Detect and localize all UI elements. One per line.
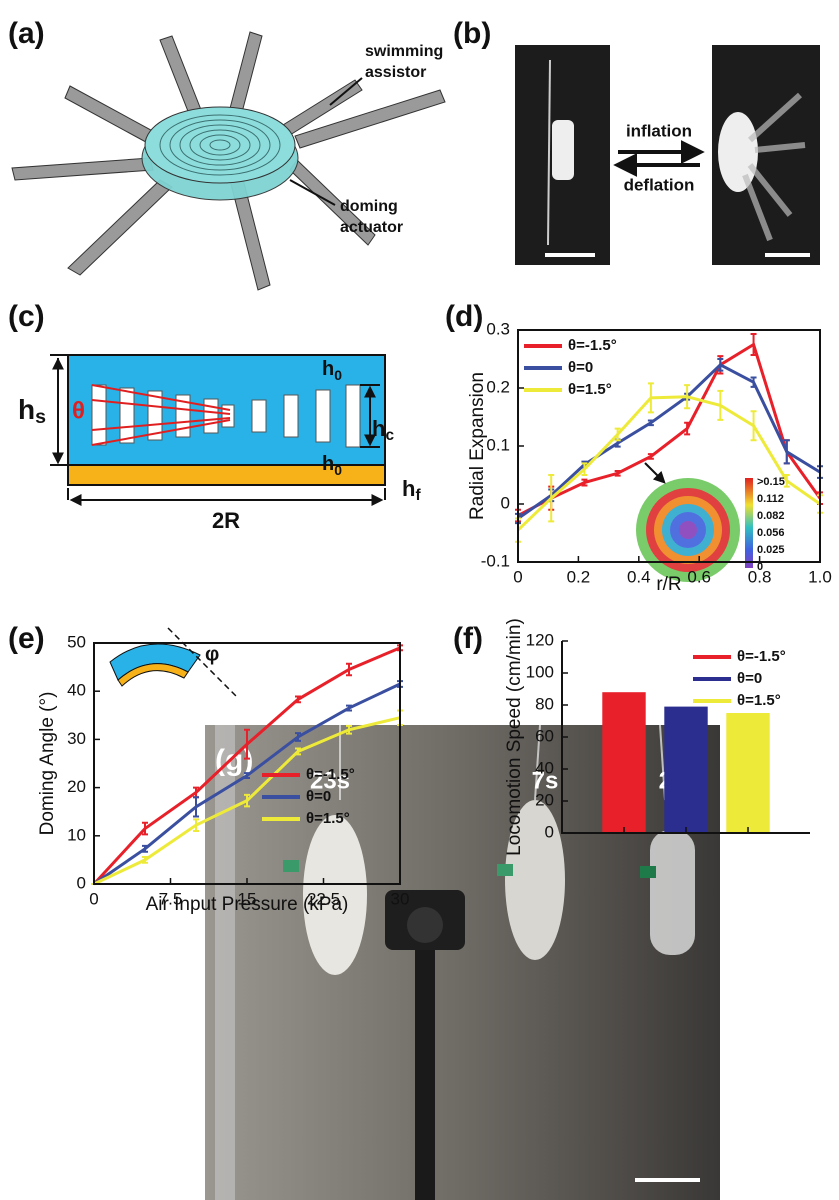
x-tick-label: 0.4: [627, 567, 651, 586]
colorbar-label: 0.082: [757, 510, 785, 522]
width-label: 2R: [212, 508, 240, 533]
arrow-label: deflation: [624, 175, 695, 194]
legend-label: θ=1.5°: [568, 381, 612, 398]
y-tick-label: 0.3: [486, 319, 510, 338]
colorbar-label: >0.15: [757, 476, 785, 488]
colorbar-label: 0.025: [757, 544, 785, 556]
y-tick-label: 80: [535, 694, 554, 713]
x-tick-label: 0.6: [687, 567, 711, 586]
subscript: f: [415, 487, 421, 504]
subscript: c: [385, 427, 394, 444]
subscript: s: [35, 406, 46, 428]
panel-label: (e): [8, 622, 45, 655]
y-axis-label: Radial Expansion: [467, 372, 488, 520]
x-tick-label: 0.2: [567, 567, 591, 586]
colorbar-label: 0.112: [757, 493, 784, 505]
x-axis-label: Air Input Pressure (kPa): [146, 894, 349, 915]
dimension-label: hs: [18, 394, 46, 428]
panel-label: (d): [445, 300, 483, 333]
dimension-label: hc: [372, 416, 394, 444]
legend-label: θ=-1.5°: [737, 648, 786, 665]
y-tick-label: 20: [67, 777, 86, 796]
dimension-label: hf: [402, 476, 421, 504]
strain-inset: [636, 463, 753, 582]
legend-label: θ=0: [306, 788, 331, 805]
x-tick-label: 0: [89, 889, 98, 908]
legend-label: θ=-1.5°: [568, 337, 617, 354]
y-tick-label: 0.2: [486, 377, 510, 396]
callout: swimming: [365, 43, 443, 60]
bar: [726, 713, 769, 833]
panel-label: (a): [8, 17, 45, 50]
x-axis-label: r/R: [656, 574, 681, 595]
panel-label: (f): [453, 622, 483, 655]
panel-label: (c): [8, 300, 45, 333]
symbol: h: [402, 476, 415, 501]
symbol: h: [322, 453, 334, 475]
callout: actuator: [340, 219, 403, 236]
callout: doming: [340, 198, 398, 215]
colorbar-label: 0: [757, 561, 763, 573]
y-tick-label: 40: [535, 758, 554, 777]
legend-label: θ=1.5°: [737, 692, 781, 709]
symbol: h: [322, 358, 334, 380]
subscript: 0: [334, 367, 342, 383]
arrow-label: inflation: [626, 121, 692, 140]
y-tick-label: 50: [67, 632, 86, 651]
y-tick-label: -0.1: [481, 551, 510, 570]
figure: (a)(b)(c)(d)(e)(f)(g)swimmingassistordom…: [0, 0, 839, 1200]
callout: assistor: [365, 64, 426, 81]
symbol: h: [18, 394, 35, 425]
legend-label: θ=0: [568, 359, 593, 376]
angle-label: θ: [72, 397, 85, 424]
y-tick-label: 120: [526, 630, 554, 649]
y-tick-label: 10: [67, 825, 86, 844]
y-tick-label: 100: [526, 662, 554, 681]
y-tick-label: 0: [501, 493, 510, 512]
inset-label: φ: [205, 643, 219, 665]
y-tick-label: 0.1: [486, 435, 510, 454]
legend-label: θ=0: [737, 670, 762, 687]
colorbar-label: 0.056: [757, 527, 785, 539]
x-tick-label: 1.0: [808, 567, 832, 586]
y-tick-label: 30: [67, 729, 86, 748]
legend-label: θ=-1.5°: [306, 766, 355, 783]
panel-label: (b): [453, 17, 491, 50]
y-axis-label: Locomotion Speed (cm/min): [504, 618, 525, 856]
x-tick-label: 0: [513, 567, 522, 586]
y-tick-label: 40: [67, 681, 86, 700]
bar: [602, 692, 645, 833]
photos-b: [515, 45, 820, 265]
legend-label: θ=1.5°: [306, 810, 350, 827]
symbol: h: [372, 416, 385, 441]
y-tick-label: 20: [535, 790, 554, 809]
subscript: 0: [334, 462, 342, 478]
y-tick-label: 0: [545, 822, 554, 841]
x-tick-label: 30: [391, 889, 410, 908]
y-tick-label: 60: [535, 726, 554, 745]
bar: [664, 707, 707, 833]
y-tick-label: 0: [77, 873, 86, 892]
y-axis-label: Doming Angle (°): [37, 692, 58, 836]
